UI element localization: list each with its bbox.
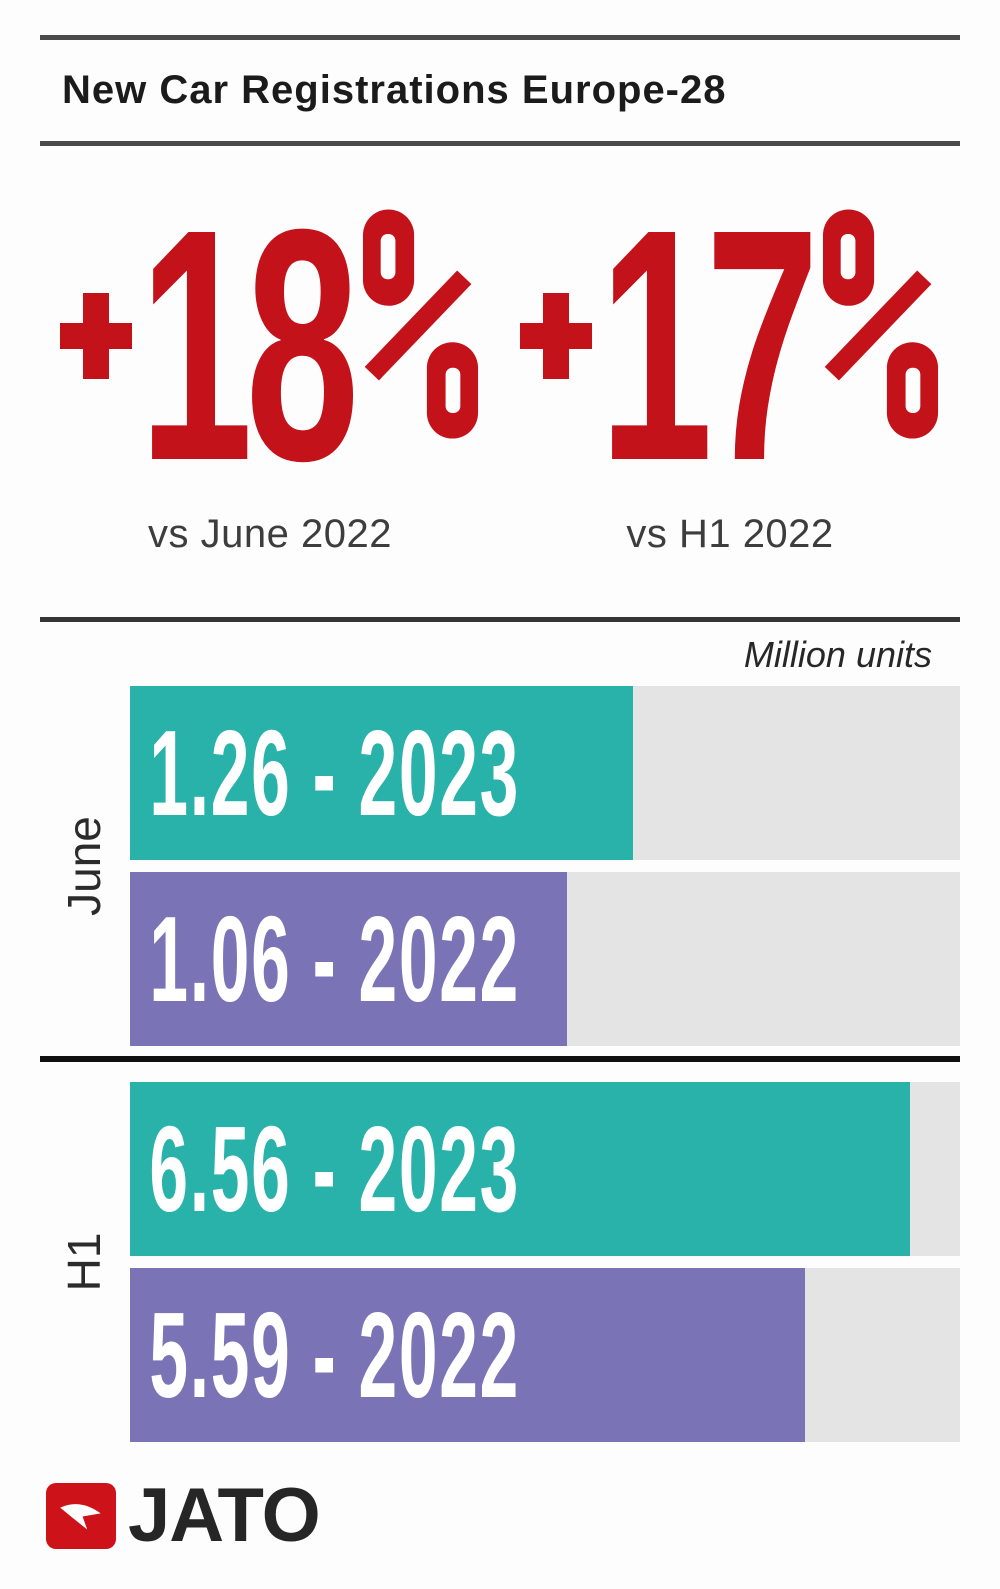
- page: New Car Registrations Europe-28 18 vs Ju…: [40, 35, 960, 1558]
- stat-caption: vs June 2022: [148, 512, 392, 556]
- jato-logo: [46, 1482, 116, 1549]
- bar-track: 1.06 - 2022: [130, 871, 960, 1046]
- bar-fill-june-2022: 1.06 - 2022: [130, 871, 568, 1046]
- stat-figure: 18: [60, 160, 479, 530]
- bar-value-label: 6.56 - 2023: [149, 1100, 521, 1237]
- page-title: New Car Registrations Europe-28: [62, 68, 727, 112]
- group-label-h1: H1: [58, 1232, 110, 1292]
- jato-wordmark: JATO: [128, 1472, 321, 1558]
- footer: JATO: [40, 1472, 960, 1558]
- stat-value: 18: [139, 160, 360, 530]
- chart-top-rule: [40, 617, 960, 622]
- bar-track: 5.59 - 2022: [130, 1267, 960, 1442]
- bar-track: 6.56 - 2023: [130, 1081, 960, 1256]
- bar-fill-june-2023: 1.26 - 2023: [130, 685, 633, 860]
- bar-group-h1: H1 6.56 - 2023 5.59 - 2022: [58, 1081, 960, 1442]
- bar-fill-h1-2023: 6.56 - 2023: [130, 1081, 911, 1256]
- stat-caption: vs H1 2022: [626, 512, 834, 556]
- plus-icon: [60, 293, 133, 379]
- plus-icon: [520, 293, 593, 379]
- stat-value: 17: [599, 160, 820, 530]
- bar-value-label: 1.26 - 2023: [149, 704, 521, 841]
- title-rule-top: [40, 35, 960, 40]
- percent-icon: [822, 209, 938, 439]
- bar-track: 1.26 - 2023: [130, 685, 960, 860]
- bar-group-june: June 1.26 - 2023 1.06 - 2022: [58, 685, 960, 1046]
- stat-figure: 17: [520, 160, 939, 530]
- stat-block-june: 18 vs June 2022: [40, 160, 500, 557]
- group-label-june: June: [58, 815, 110, 916]
- bar-value-label: 1.06 - 2022: [149, 890, 521, 1027]
- units-label: Million units: [743, 634, 932, 675]
- bar-value-label: 5.59 - 2022: [149, 1286, 521, 1423]
- stats-section: 18 vs June 2022 17: [40, 146, 960, 617]
- group-divider: [40, 1055, 960, 1062]
- bar-fill-h1-2022: 5.59 - 2022: [130, 1267, 805, 1442]
- jato-arrow-icon: [60, 1503, 101, 1530]
- stat-block-h1: 17 vs H1 2022: [500, 160, 960, 557]
- title-rule-bottom: [40, 141, 960, 146]
- percent-icon: [362, 209, 478, 439]
